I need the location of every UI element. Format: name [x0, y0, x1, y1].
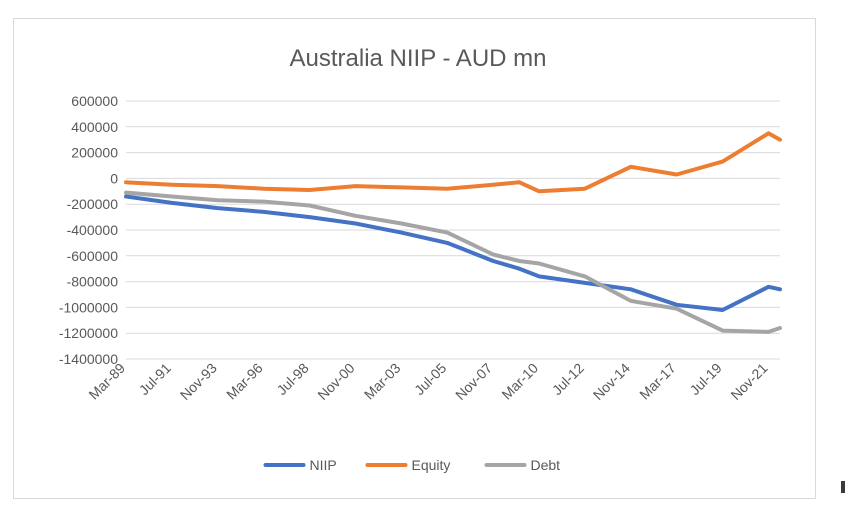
legend-label: Debt	[531, 457, 561, 473]
series-lines	[124, 131, 782, 334]
y-tick-label: -200000	[67, 196, 119, 212]
y-tick-label: -1000000	[59, 299, 118, 315]
legend: NIIP Equity Debt	[263, 457, 561, 473]
x-tick-label: Nov-14	[590, 360, 633, 403]
x-tick-label: Jul-19	[686, 360, 724, 398]
x-tick-label: Nov-00	[314, 360, 357, 403]
corner-mark	[841, 481, 845, 493]
legend-item-debt: Debt	[484, 457, 561, 473]
legend-item-equity: Equity	[365, 457, 451, 473]
y-tick-label: -1400000	[59, 351, 118, 367]
y-tick-label: -800000	[67, 274, 119, 290]
x-tick-label: Nov-21	[727, 360, 770, 403]
chart-frame: Australia NIIP - AUD mn 600000 400000 2000…	[13, 18, 816, 499]
series-line-debt	[124, 190, 782, 334]
x-tick-label: Mar-17	[636, 360, 679, 403]
y-tick-label: 0	[110, 170, 118, 186]
y-tick-label: 600000	[71, 93, 118, 109]
y-tick-label: -1200000	[59, 325, 118, 341]
y-tick-label: -600000	[67, 248, 119, 264]
x-tick-label: Mar-10	[498, 360, 541, 403]
y-tick-label: -400000	[67, 222, 119, 238]
chart-svg: Australia NIIP - AUD mn 600000 400000 2000…	[59, 45, 782, 473]
y-tick-label: 200000	[71, 145, 118, 161]
gridlines	[126, 100, 780, 360]
x-tick-label: Jul-98	[273, 360, 311, 398]
x-tick-label: Jul-12	[549, 360, 587, 398]
x-tick-label: Mar-96	[223, 360, 266, 403]
x-tick-label: Nov-93	[177, 360, 220, 403]
chart-title: Australia NIIP - AUD mn	[290, 45, 547, 72]
x-tick-label: Jul-91	[136, 360, 174, 398]
legend-label: Equity	[412, 457, 451, 473]
legend-item-niip: NIIP	[263, 457, 337, 473]
y-axis-tick-labels: 600000 400000 200000 0 -200000 -400000 -600000…	[59, 93, 118, 367]
x-tick-label: Mar-03	[361, 360, 404, 403]
series-line-equity	[124, 131, 782, 194]
legend-label: NIIP	[310, 457, 337, 473]
x-tick-label: Nov-07	[452, 360, 495, 403]
series-line-niip	[124, 194, 782, 312]
y-tick-label: 400000	[71, 119, 118, 135]
x-axis-tick-labels: Mar-89 Jul-91 Nov-93 Mar-96 Jul-98 Nov-00 Mar-…	[85, 360, 770, 403]
x-tick-label: Jul-05	[411, 360, 449, 398]
